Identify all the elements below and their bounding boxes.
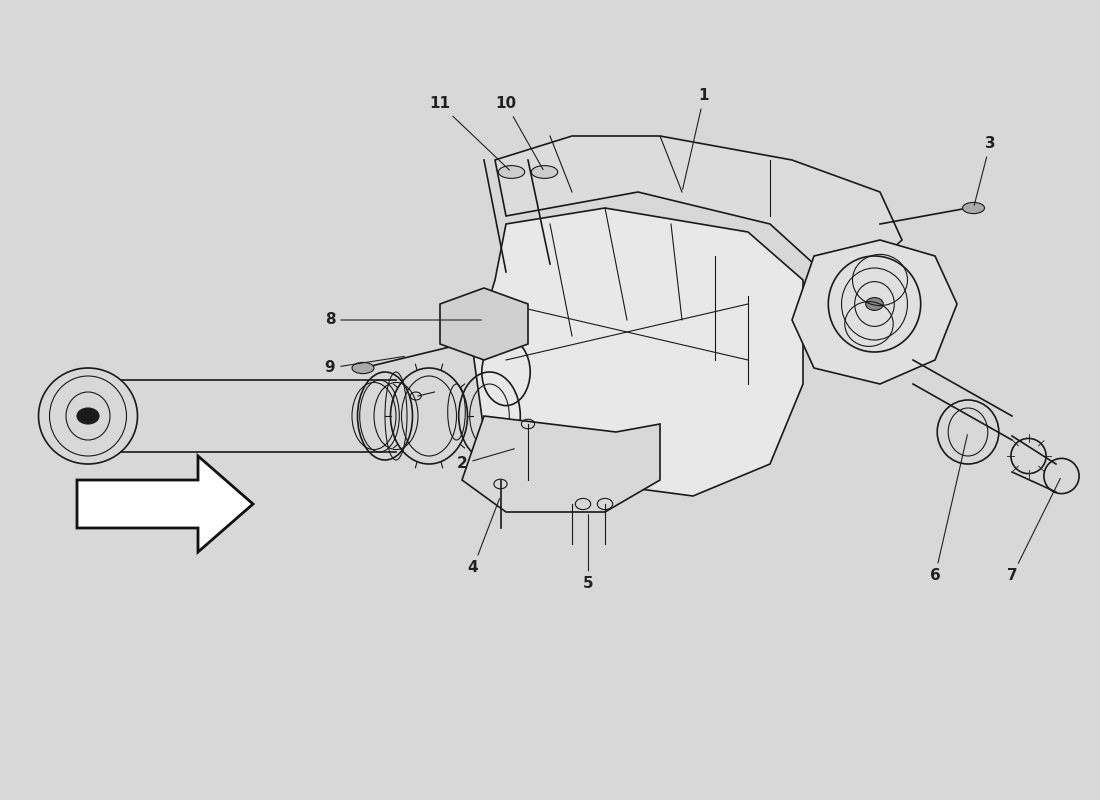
Text: 1: 1 [683,89,710,190]
Ellipse shape [962,202,984,214]
Ellipse shape [531,166,558,178]
Text: 6: 6 [930,434,967,583]
Text: 5: 5 [583,514,594,591]
Text: 10: 10 [495,97,543,170]
Text: 7: 7 [1006,478,1060,583]
Polygon shape [495,136,902,280]
Circle shape [866,298,883,310]
Text: 2: 2 [456,449,515,471]
Ellipse shape [498,166,525,178]
Polygon shape [792,240,957,384]
Polygon shape [440,288,528,360]
Polygon shape [77,456,253,552]
Polygon shape [473,208,803,496]
Ellipse shape [352,362,374,374]
Text: 11: 11 [429,97,509,170]
Text: 8: 8 [324,313,481,327]
Text: 3: 3 [975,137,996,206]
Text: 9: 9 [324,357,405,375]
Circle shape [77,408,99,424]
Text: 4: 4 [468,498,499,575]
Polygon shape [462,416,660,512]
Ellipse shape [451,300,517,340]
